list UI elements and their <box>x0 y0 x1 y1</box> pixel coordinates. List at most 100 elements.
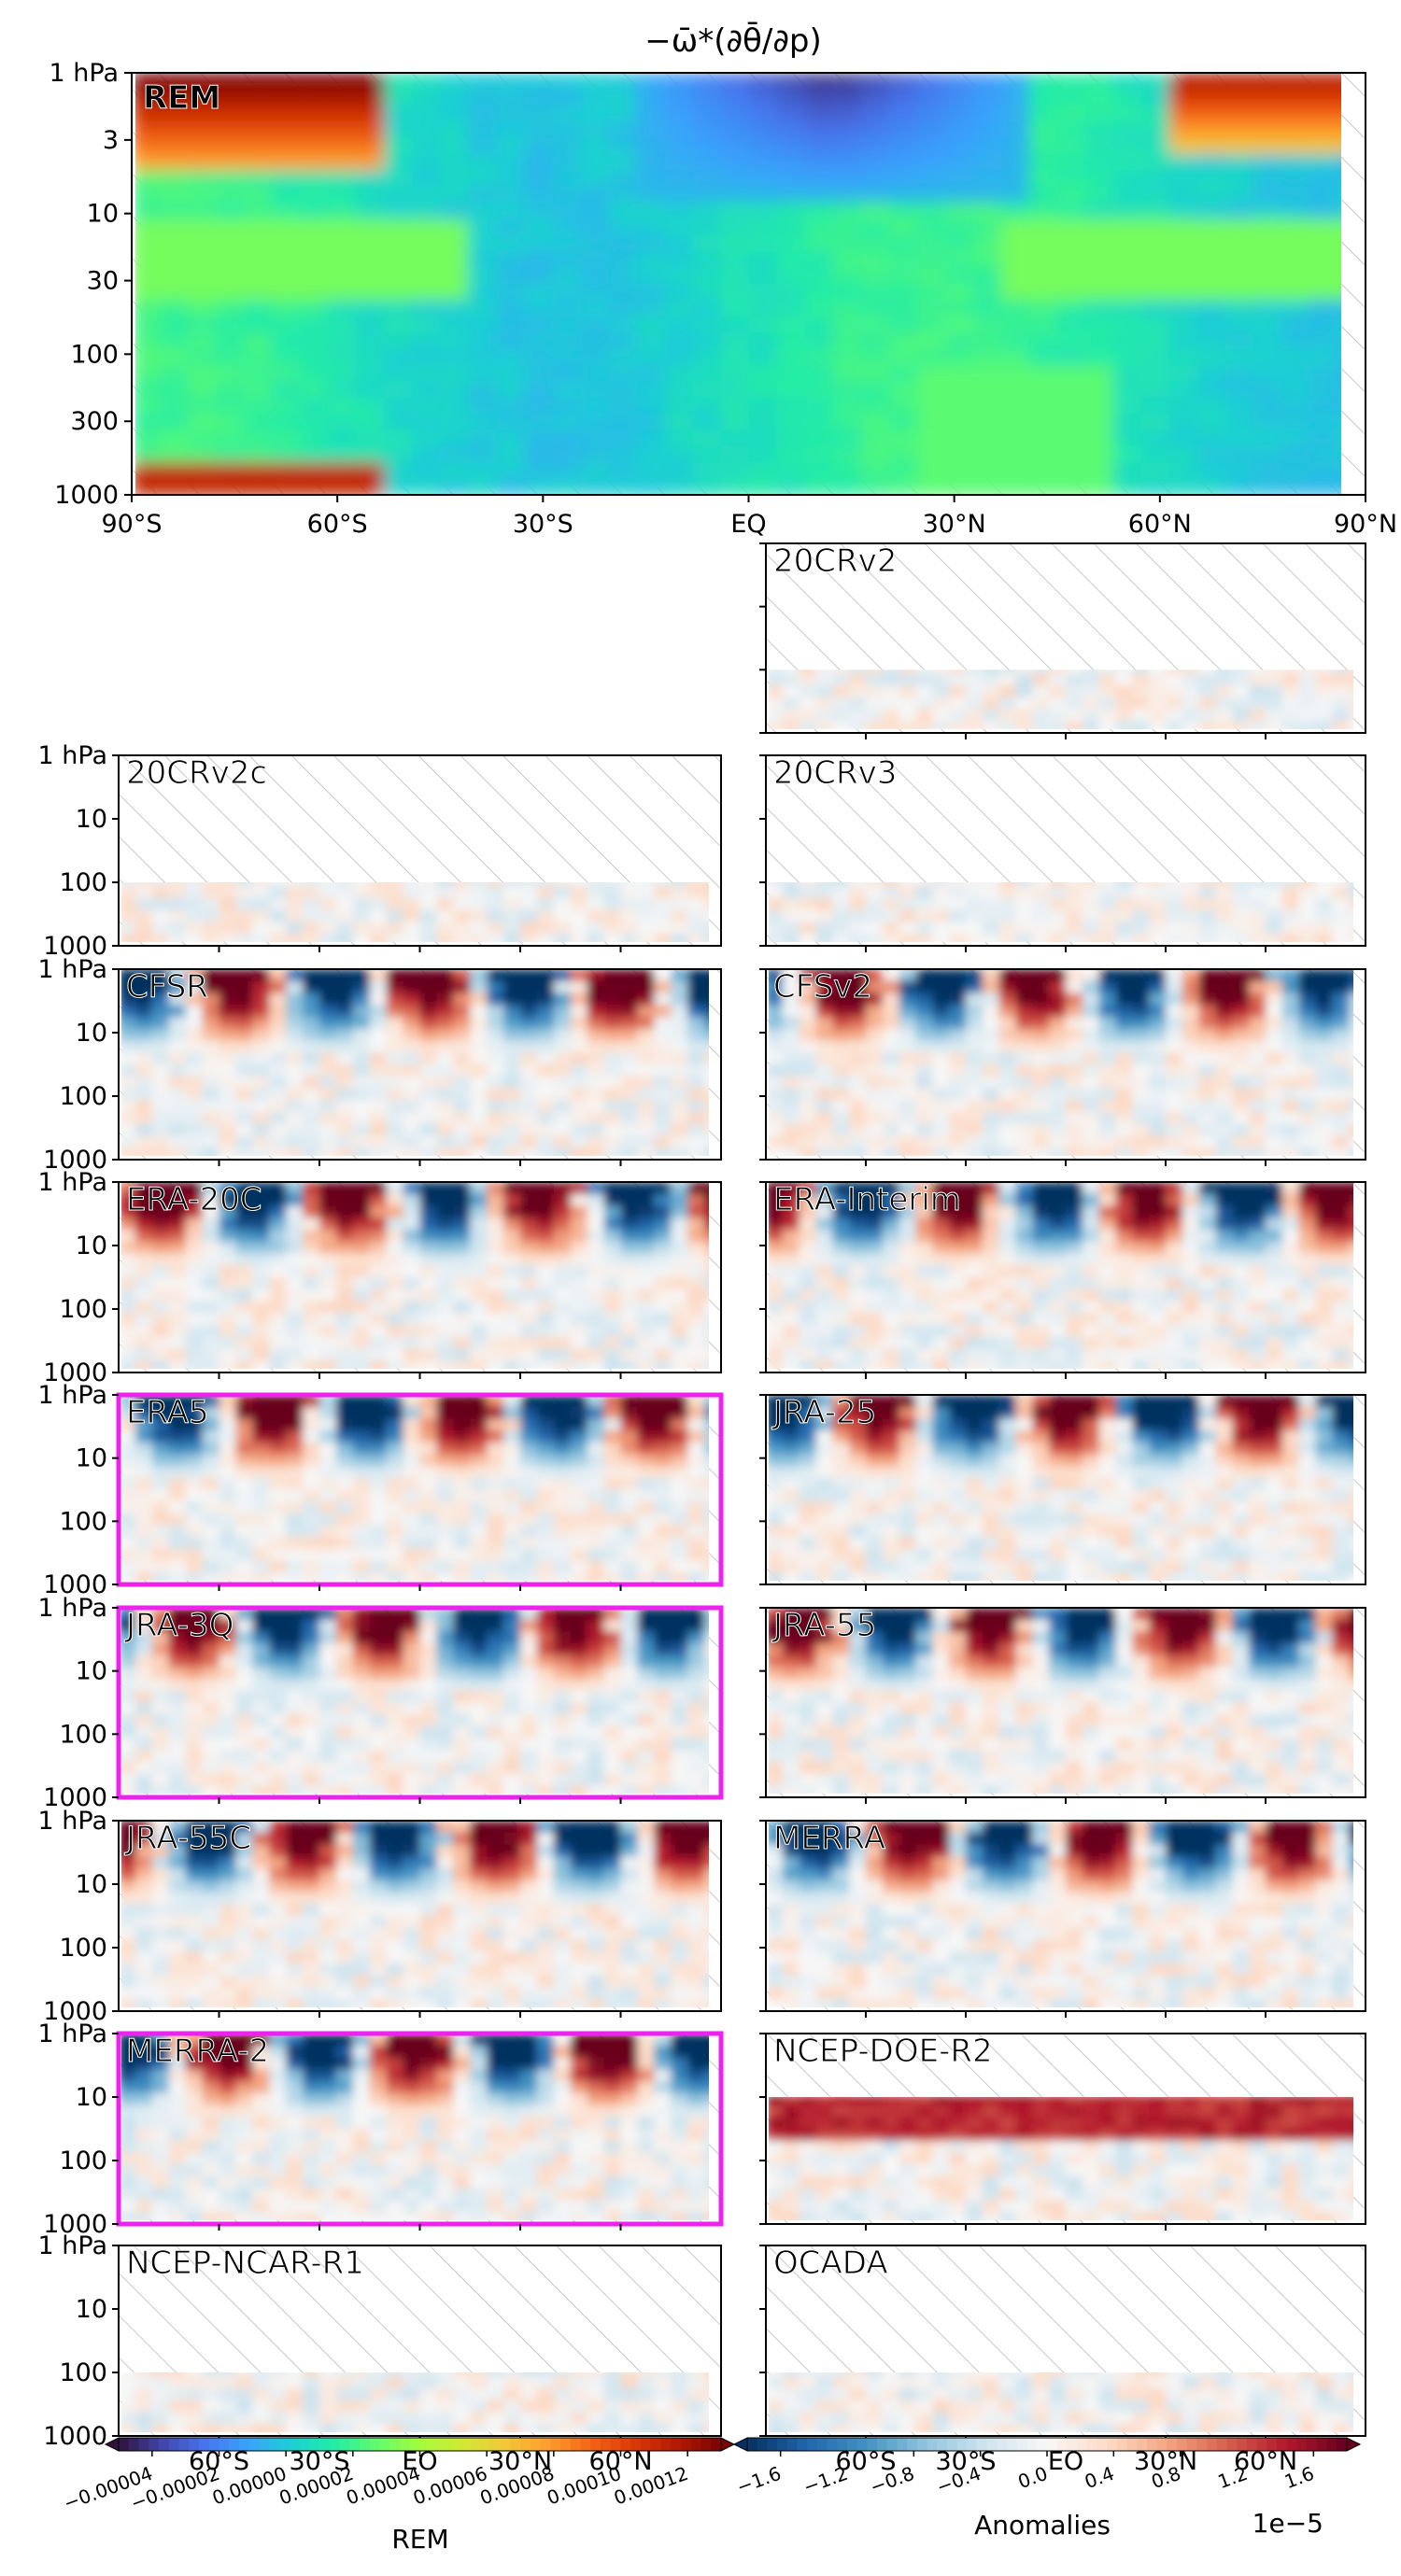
anomaly-cell <box>419 1064 438 1077</box>
anomaly-cell <box>1032 992 1051 1006</box>
panel-era-interim: ERA-Interim <box>759 1181 1366 1379</box>
anomaly-cell <box>168 1017 187 1030</box>
anomaly-cell <box>832 1325 851 1338</box>
rem-cell <box>272 267 302 285</box>
anomaly-cell <box>286 882 304 888</box>
anomaly-cell <box>998 1406 1017 1420</box>
rem-cell <box>1056 251 1086 269</box>
anomaly-cell <box>1032 1406 1051 1420</box>
anomaly-cell <box>982 980 1000 994</box>
rem-cell <box>1168 73 1198 91</box>
anomaly-cell <box>782 992 800 1006</box>
anomaly-cell <box>603 1501 622 1514</box>
rem-cell <box>944 153 974 172</box>
rem-cell <box>1084 73 1114 91</box>
anomaly-cell <box>1166 1005 1183 1018</box>
rem-cell <box>972 364 1002 383</box>
y-tick-label: 10 <box>76 1444 107 1473</box>
anomaly-cell <box>982 1040 1000 1054</box>
anomaly-cell <box>671 1336 689 1350</box>
rem-cell <box>888 462 918 480</box>
anomaly-cell <box>1249 1064 1267 1077</box>
anomaly-cell <box>369 1454 388 1468</box>
anomaly-cell <box>185 1230 204 1243</box>
anomaly-cell <box>1082 909 1100 923</box>
anomaly-cell <box>487 1277 505 1290</box>
anomaly-cell <box>419 1548 438 1562</box>
anomaly-cell <box>352 992 371 1006</box>
anomaly-cell <box>470 1147 488 1156</box>
anomaly-cell <box>520 1348 538 1362</box>
rem-cell <box>1168 414 1198 431</box>
anomaly-cell <box>1315 1147 1334 1156</box>
anomaly-cell <box>966 1325 984 1338</box>
anomaly-cell <box>1281 1218 1300 1231</box>
anomaly-cell <box>1349 1313 1353 1326</box>
anomaly-cell <box>319 1548 337 1562</box>
anomaly-cell <box>470 1064 488 1077</box>
anomaly-cell <box>949 1454 967 1468</box>
rem-cell <box>412 332 442 350</box>
anomaly-cell <box>603 1489 622 1503</box>
anomaly-cell <box>949 1100 967 1113</box>
rem-cell <box>1337 73 1341 91</box>
rem-cell <box>440 234 470 253</box>
anomaly-cell <box>815 1241 834 1255</box>
anomaly-cell <box>782 685 800 698</box>
rem-cell <box>1281 348 1310 366</box>
rem-cell <box>972 251 1002 269</box>
anomaly-cell <box>269 1028 288 1042</box>
anomaly-cell <box>1315 709 1334 723</box>
anomaly-cell <box>403 1348 421 1362</box>
anomaly-cell <box>1032 1241 1051 1255</box>
anomaly-cell <box>185 1525 204 1539</box>
anomaly-cell <box>637 1205 656 1219</box>
anomaly-cell <box>1281 1182 1300 1195</box>
anomaly-cell <box>1215 721 1234 729</box>
anomaly-cell <box>520 1288 538 1302</box>
anomaly-cell <box>352 1017 371 1030</box>
anomaly-cell <box>620 1525 639 1539</box>
rem-cell <box>1252 478 1282 495</box>
anomaly-cell <box>219 1560 237 1574</box>
anomaly-cell <box>1166 969 1183 982</box>
anomaly-cell <box>436 1005 455 1018</box>
anomaly-cell <box>1332 1288 1351 1302</box>
anomaly-cell <box>620 1442 639 1456</box>
anomaly-cell <box>202 1040 220 1054</box>
anomaly-cell <box>998 1348 1017 1362</box>
anomaly-cell <box>769 934 784 942</box>
anomaly-cell <box>1166 909 1183 923</box>
anomaly-cell <box>252 882 271 888</box>
anomaly-cell <box>915 1147 934 1156</box>
anomaly-cell <box>168 1466 187 1479</box>
anomaly-cell <box>487 992 505 1006</box>
anomaly-cell <box>769 1442 784 1456</box>
anomaly-cell <box>1315 1040 1334 1054</box>
anomaly-cell <box>1332 909 1351 923</box>
anomaly-cell <box>335 1088 354 1102</box>
rem-cell <box>580 445 610 464</box>
anomaly-cell <box>1249 673 1267 687</box>
anomaly-cell <box>603 980 622 994</box>
anomaly-cell <box>1332 1040 1351 1054</box>
anomaly-cell <box>335 1418 354 1432</box>
anomaly-cell <box>1198 882 1217 888</box>
rem-cell <box>384 234 414 253</box>
anomaly-cell <box>520 1017 538 1030</box>
anomaly-cell <box>487 1135 505 1149</box>
anomaly-cell <box>403 1288 421 1302</box>
anomaly-cell <box>536 1548 555 1562</box>
rem-cell <box>468 251 498 269</box>
rem-cell <box>916 251 946 269</box>
anomaly-cell <box>949 697 967 711</box>
anomaly-cell <box>352 1572 371 1581</box>
anomaly-cell <box>202 882 220 888</box>
anomaly-cell <box>286 969 304 982</box>
rem-cell <box>300 381 330 399</box>
anomaly-cell <box>570 1277 588 1290</box>
anomaly-cell <box>269 1218 288 1231</box>
anomaly-cell <box>1332 1028 1351 1042</box>
anomaly-cell <box>1298 1360 1317 1369</box>
anomaly-cell <box>335 1112 354 1125</box>
